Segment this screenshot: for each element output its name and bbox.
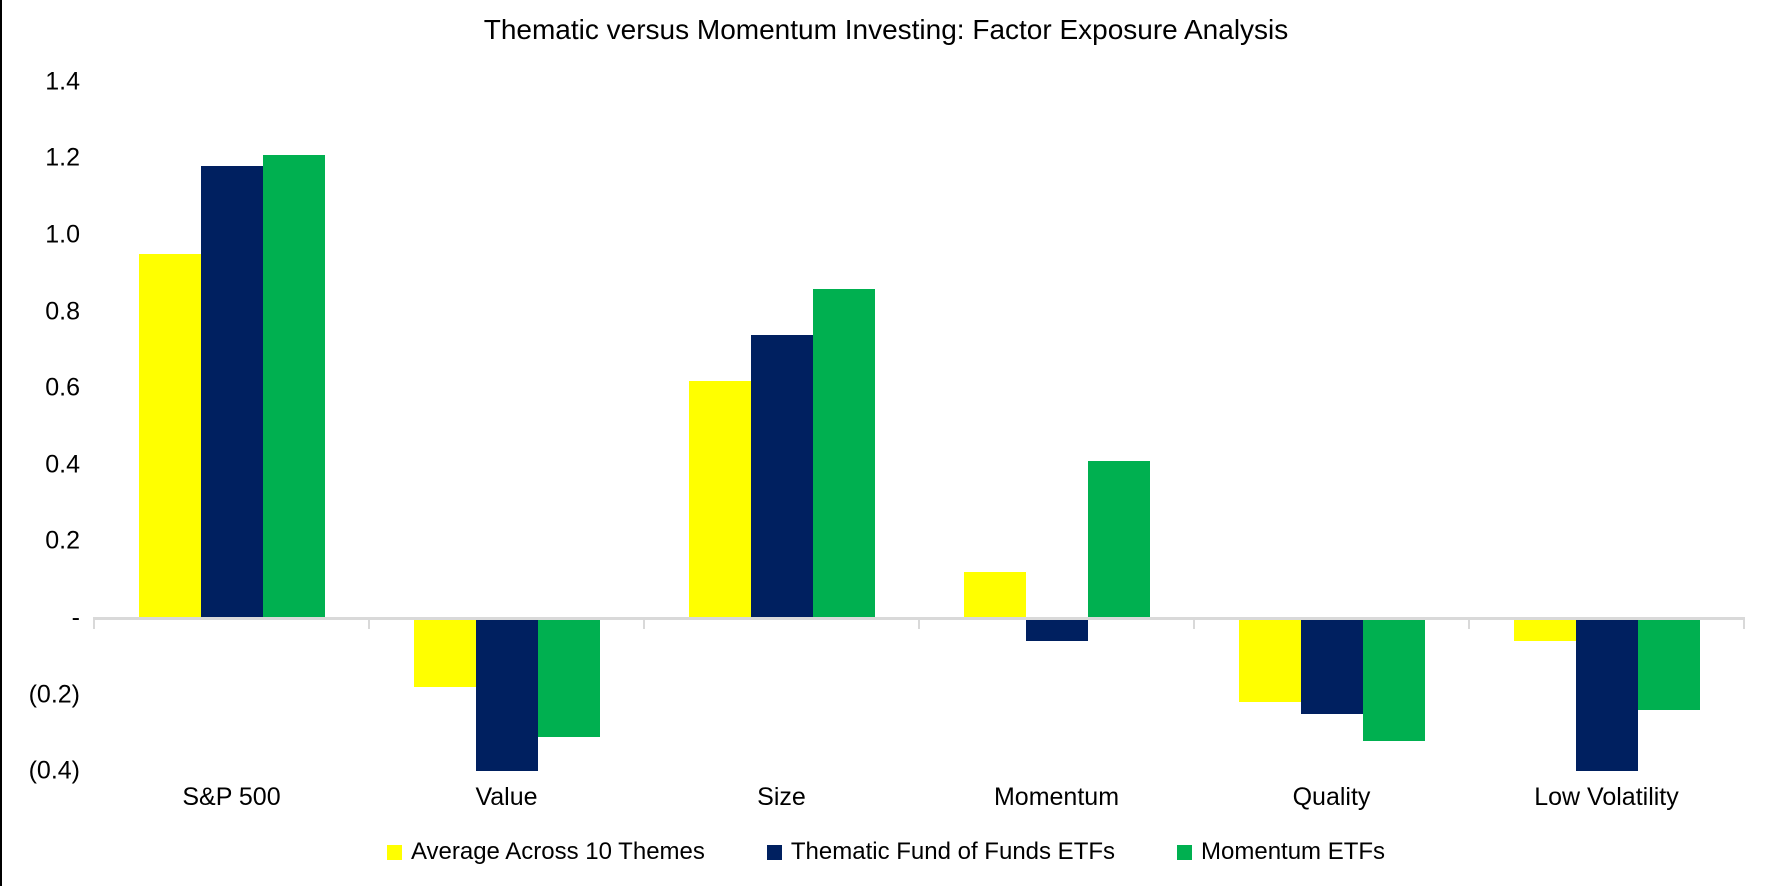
bar-momentum-momentum-etfs xyxy=(1087,460,1150,618)
legend-item-momentum-etfs: Momentum ETFs xyxy=(1177,838,1385,866)
bar-low-volatility-thematic-fund-of-funds-etfs xyxy=(1575,618,1638,772)
chart-title: Thematic versus Momentum Investing: Fact… xyxy=(483,14,1289,45)
bar-size-average-across-10-themes xyxy=(688,380,751,618)
page-left-border xyxy=(0,0,2,886)
bar-quality-average-across-10-themes xyxy=(1238,618,1301,703)
y-tick-label-1-4: 1.4 xyxy=(45,67,80,96)
legend-item-average-across-10-themes: Average Across 10 Themes xyxy=(386,838,705,866)
legend-swatch-icon xyxy=(386,844,402,860)
legend-label: Average Across 10 Themes xyxy=(410,838,705,865)
x-axis-tick xyxy=(918,617,920,629)
bar-momentum-average-across-10-themes xyxy=(963,572,1026,618)
x-axis-tick xyxy=(643,617,645,629)
legend-swatch-icon xyxy=(1177,844,1193,860)
category-label-s-p-500: S&P 500 xyxy=(182,783,281,811)
legend-item-thematic-fund-of-funds-etfs: Thematic Fund of Funds ETFs xyxy=(766,838,1116,866)
bar-value-average-across-10-themes xyxy=(413,618,476,687)
category-label-low-volatility: Low Volatility xyxy=(1534,783,1679,811)
x-axis-tick xyxy=(1468,617,1470,629)
bar-value-momentum-etfs xyxy=(537,618,600,737)
category-label-quality: Quality xyxy=(1292,783,1371,811)
bar-size-thematic-fund-of-funds-etfs xyxy=(750,334,813,618)
y-tick-label-1-2: 1.2 xyxy=(45,143,80,172)
legend: Average Across 10 Themes Thematic Fund of… xyxy=(0,838,1772,866)
x-axis-tick xyxy=(1743,617,1745,629)
legend-swatch-icon xyxy=(766,844,782,860)
x-axis-tick xyxy=(368,617,370,629)
category-label-value: Value xyxy=(475,783,538,811)
y-tick-label-0-8: 0.8 xyxy=(45,297,80,326)
bar-low-volatility-average-across-10-themes xyxy=(1513,618,1576,641)
x-axis-tick xyxy=(93,617,95,629)
bar-quality-thematic-fund-of-funds-etfs xyxy=(1300,618,1363,714)
y-tick-label-0-2: 0.2 xyxy=(45,526,80,555)
category-label-momentum: Momentum xyxy=(993,783,1120,811)
bar-value-thematic-fund-of-funds-etfs xyxy=(475,618,538,772)
bar-s-p-500-thematic-fund-of-funds-etfs xyxy=(200,166,263,618)
y-tick-label-0-4: 0.4 xyxy=(45,450,80,479)
bar-size-momentum-etfs xyxy=(812,288,875,618)
x-axis-tick xyxy=(1193,617,1195,629)
y-tick-label-0-2: (0.2) xyxy=(28,680,80,709)
bar-low-volatility-momentum-etfs xyxy=(1637,618,1700,710)
bar-quality-momentum-etfs xyxy=(1362,618,1425,741)
y-tick-label-: - xyxy=(71,603,80,632)
category-label-size: Size xyxy=(757,783,806,811)
legend-label: Momentum ETFs xyxy=(1201,838,1386,865)
bar-s-p-500-momentum-etfs xyxy=(262,154,325,618)
y-tick-label-0-4: (0.4) xyxy=(28,756,80,785)
y-tick-label-1-0: 1.0 xyxy=(45,220,80,249)
y-tick-label-0-6: 0.6 xyxy=(45,373,80,402)
bar-s-p-500-average-across-10-themes xyxy=(138,254,201,618)
bar-momentum-thematic-fund-of-funds-etfs xyxy=(1025,618,1088,641)
legend-label: Thematic Fund of Funds ETFs xyxy=(790,838,1116,865)
